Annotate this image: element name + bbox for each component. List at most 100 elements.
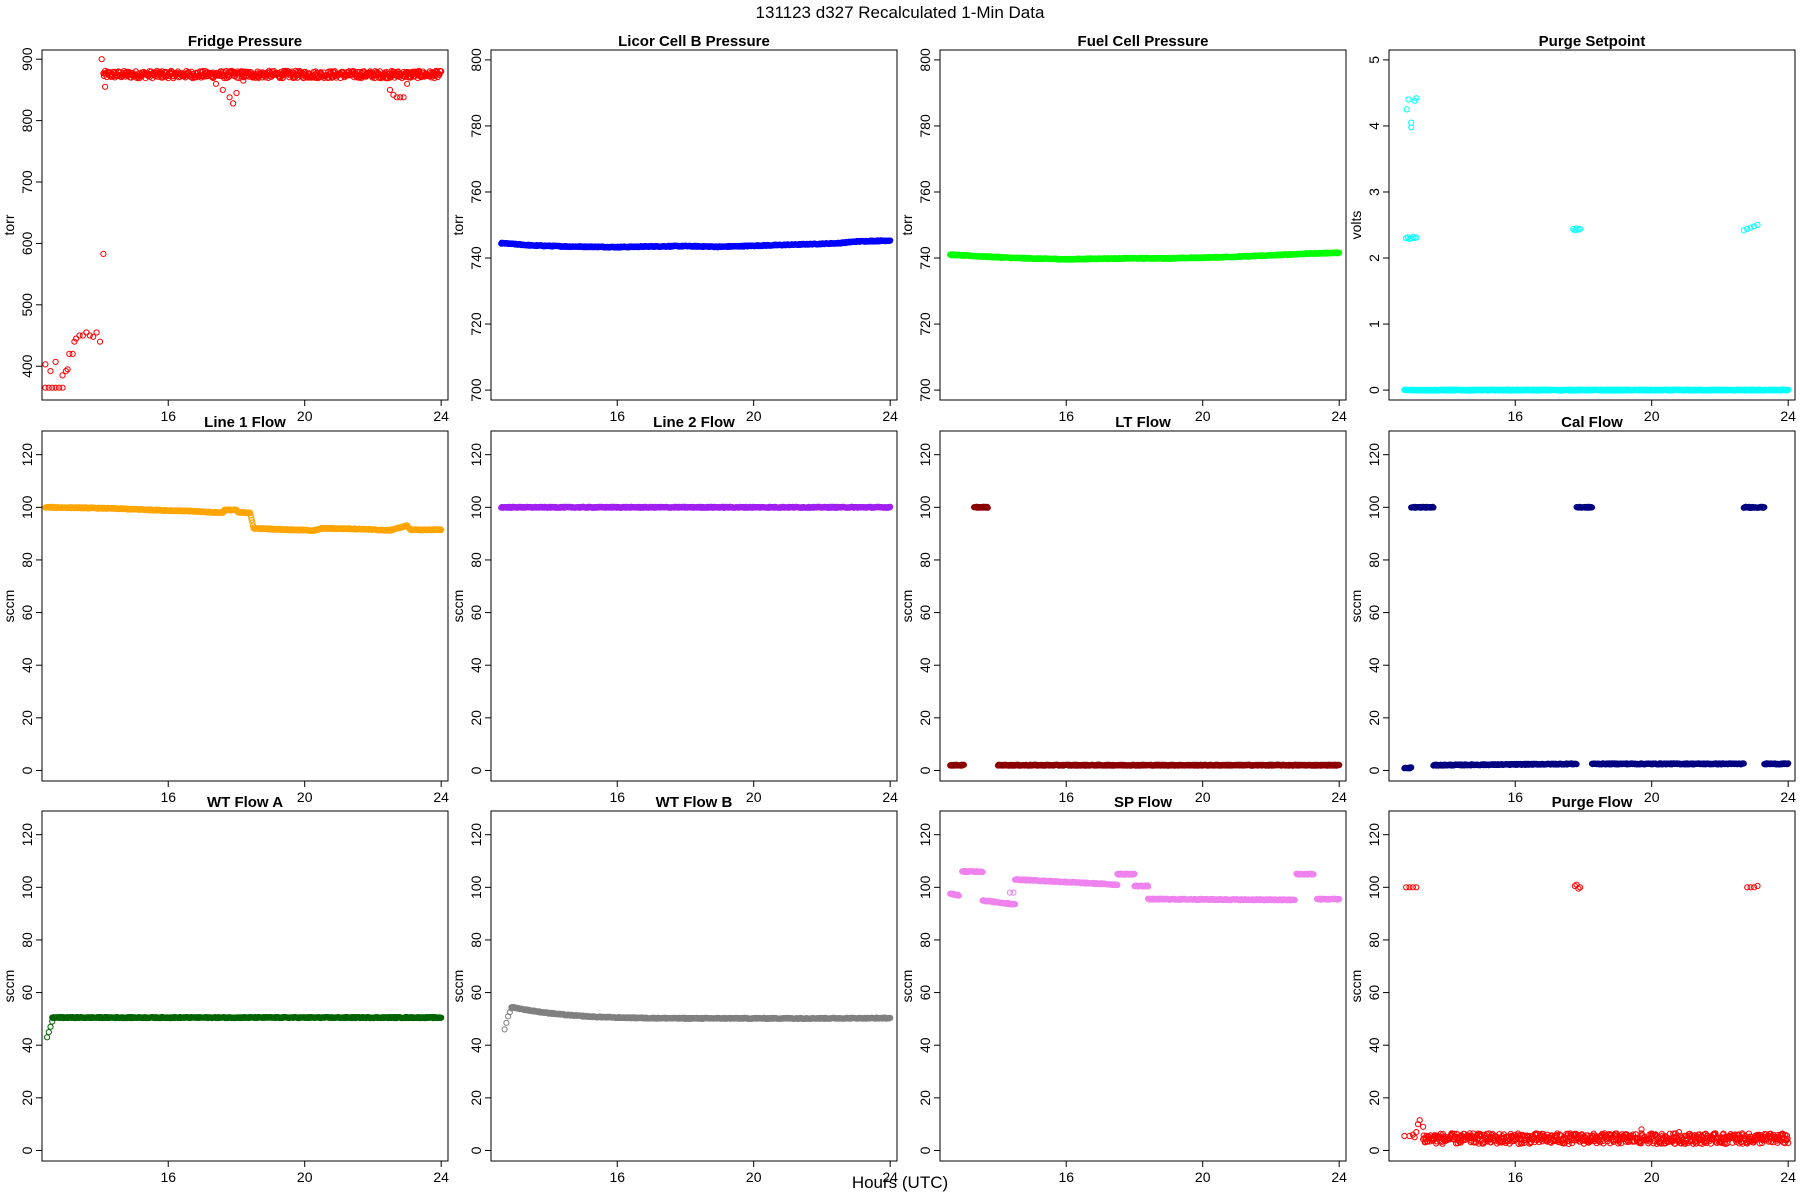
y-tick-label: 60 bbox=[917, 605, 933, 621]
y-tick-label: 600 bbox=[19, 232, 35, 256]
data-point bbox=[90, 333, 97, 340]
data-point bbox=[98, 56, 105, 63]
data-point bbox=[240, 77, 247, 84]
data-point bbox=[438, 68, 445, 75]
data-point bbox=[62, 368, 70, 375]
y-tick-label: 120 bbox=[19, 443, 35, 467]
y-tick-label: 0 bbox=[468, 766, 484, 774]
data-point bbox=[100, 250, 107, 257]
x-tick-label: 16 bbox=[160, 408, 176, 424]
y-tick-label: 40 bbox=[917, 657, 933, 673]
data-point bbox=[397, 94, 404, 101]
data-point bbox=[59, 372, 66, 379]
panel-title: LT Flow bbox=[1115, 414, 1171, 431]
y-tick-label: 720 bbox=[468, 312, 484, 336]
data-points bbox=[42, 503, 445, 534]
plot-frame bbox=[1388, 430, 1796, 782]
y-tick-label: 800 bbox=[917, 48, 933, 72]
y-tick-label: 800 bbox=[468, 48, 484, 72]
x-tick-label: 24 bbox=[1331, 789, 1347, 805]
y-axis-label: torr bbox=[1, 214, 17, 235]
data-point bbox=[83, 329, 90, 336]
x-tick-label: 16 bbox=[609, 789, 625, 805]
y-tick-label: 20 bbox=[468, 710, 484, 726]
data-points bbox=[947, 249, 1343, 263]
y-tick-label: 100 bbox=[1366, 495, 1382, 519]
y-tick-label: 760 bbox=[468, 180, 484, 204]
y-tick-label: 120 bbox=[1366, 443, 1382, 467]
data-point bbox=[102, 83, 109, 90]
x-tick-label: 20 bbox=[297, 408, 313, 424]
y-axis-label: sccm bbox=[1, 590, 17, 623]
data-point bbox=[226, 94, 233, 101]
panel-title: Cal Flow bbox=[1561, 414, 1623, 431]
plot-frame bbox=[41, 49, 449, 401]
data-point bbox=[404, 80, 411, 87]
x-tick-label: 16 bbox=[1507, 408, 1523, 424]
x-tick-label: 16 bbox=[1058, 408, 1074, 424]
y-tick-label: 700 bbox=[468, 378, 484, 402]
y-tick-label: 720 bbox=[917, 312, 933, 336]
data-points bbox=[42, 56, 445, 391]
y-tick-label: 120 bbox=[917, 443, 933, 467]
data-point bbox=[219, 86, 226, 94]
x-tick-label: 24 bbox=[1331, 408, 1347, 424]
y-tick-label: 60 bbox=[1366, 605, 1382, 621]
y-tick-label: 3 bbox=[1366, 188, 1382, 196]
data-points bbox=[498, 237, 894, 251]
y-tick-label: 4 bbox=[1366, 122, 1382, 130]
y-tick-label: 80 bbox=[19, 552, 35, 568]
x-tick-label: 20 bbox=[1195, 789, 1211, 805]
y-tick-label: 20 bbox=[1366, 710, 1382, 726]
y-tick-label: 40 bbox=[468, 657, 484, 673]
data-point bbox=[230, 100, 237, 107]
y-tick-label: 5 bbox=[1366, 56, 1382, 64]
y-tick-label: 0 bbox=[19, 766, 35, 774]
panel-title: Fuel Cell Pressure bbox=[1078, 33, 1209, 50]
y-axis-label: volts bbox=[1348, 211, 1364, 240]
data-points bbox=[947, 503, 1343, 769]
data-points bbox=[1401, 95, 1792, 394]
plot-frame bbox=[939, 430, 1347, 782]
y-tick-label: 100 bbox=[19, 495, 35, 519]
data-point bbox=[66, 350, 73, 357]
data-point bbox=[52, 358, 59, 365]
y-tick-label: 780 bbox=[468, 114, 484, 138]
data-point bbox=[289, 68, 296, 75]
y-tick-label: 80 bbox=[917, 552, 933, 568]
x-tick-label: 24 bbox=[433, 408, 449, 424]
data-point bbox=[212, 80, 220, 87]
x-tick-label: 20 bbox=[746, 789, 762, 805]
y-axis-label: sccm bbox=[899, 590, 915, 623]
y-tick-label: 80 bbox=[1366, 552, 1382, 568]
y-tick-label: 740 bbox=[917, 246, 933, 270]
y-axis-label: sccm bbox=[1348, 590, 1364, 623]
x-tick-label: 24 bbox=[882, 408, 898, 424]
y-tick-label: 760 bbox=[917, 180, 933, 204]
plot-frame bbox=[1388, 49, 1796, 401]
y-tick-label: 800 bbox=[19, 109, 35, 133]
data-point bbox=[400, 94, 407, 101]
y-tick-label: 120 bbox=[468, 443, 484, 467]
data-point bbox=[76, 332, 83, 339]
plot-frame bbox=[41, 430, 449, 782]
x-tick-label: 24 bbox=[1780, 408, 1796, 424]
y-tick-label: 1 bbox=[1366, 320, 1382, 328]
x-tick-label: 16 bbox=[1058, 789, 1074, 805]
x-tick-label: 24 bbox=[1780, 789, 1796, 805]
plot-frame bbox=[490, 49, 898, 401]
data-points bbox=[1401, 503, 1792, 772]
y-tick-label: 20 bbox=[19, 710, 35, 726]
data-point bbox=[1403, 106, 1410, 113]
y-tick-label: 0 bbox=[917, 766, 933, 774]
plot-frame bbox=[490, 430, 898, 782]
data-point bbox=[393, 94, 400, 101]
y-tick-label: 40 bbox=[1366, 657, 1382, 673]
panel-title: Fridge Pressure bbox=[188, 33, 302, 50]
x-tick-label: 20 bbox=[1644, 408, 1660, 424]
y-tick-label: 700 bbox=[19, 170, 35, 194]
